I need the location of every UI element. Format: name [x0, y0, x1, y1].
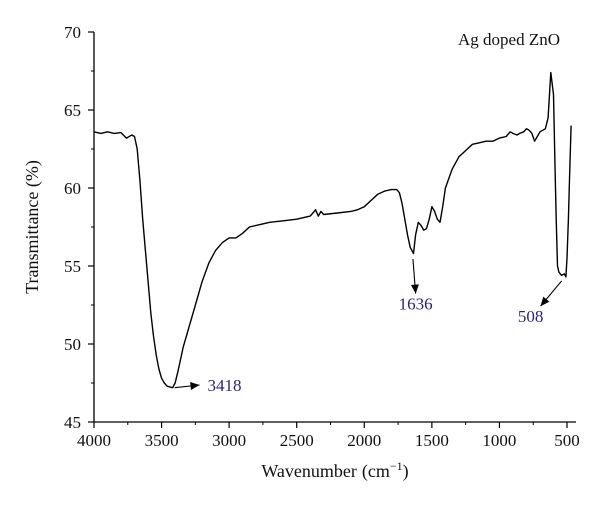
peak-annotations: 3418 1636 508 [174, 259, 563, 395]
y-tick-label: 65 [64, 101, 81, 120]
annotation-arrow-head [540, 296, 550, 307]
x-tick-label: 1500 [415, 431, 449, 450]
x-axis-title-main: Wavenumber [261, 461, 357, 481]
x-tick-label: 2500 [280, 431, 314, 450]
series-line-ag-doped-zno [93, 71, 572, 389]
annotation-label: 1636 [399, 295, 433, 314]
x-tick-label: 500 [554, 431, 580, 450]
x-ticks: 4000 3500 3000 2500 2000 1500 1000 500 [77, 422, 580, 450]
x-axis-title-unit-sup: −1 [390, 459, 403, 473]
y-tick-label: 55 [64, 257, 81, 276]
legend-label: Ag doped ZnO [458, 30, 560, 49]
annotation-arrow-head [190, 381, 200, 390]
y-tick-label: 70 [64, 23, 81, 42]
annotation-label: 3418 [208, 376, 242, 395]
x-tick-label: 1000 [482, 431, 516, 450]
y-tick-label: 60 [64, 179, 81, 198]
x-axis-title: Wavenumber (cm−1) [261, 459, 408, 482]
y-tick-label: 45 [64, 413, 81, 432]
y-ticks: 45 50 55 60 65 70 [64, 23, 94, 432]
x-tick-label: 4000 [77, 431, 111, 450]
x-axis-title-unit-close: ) [403, 461, 409, 482]
y-tick-label: 50 [64, 335, 81, 354]
annotation-arrow-head [410, 284, 419, 294]
x-axis-title-unit: (cm [362, 461, 390, 482]
y-axis-title: Transmittance (%) [22, 160, 43, 294]
plot-frame [93, 32, 576, 423]
x-tick-label: 3000 [212, 431, 246, 450]
annotation-label: 508 [518, 307, 544, 326]
x-tick-label: 3500 [145, 431, 179, 450]
x-tick-label: 2000 [347, 431, 381, 450]
